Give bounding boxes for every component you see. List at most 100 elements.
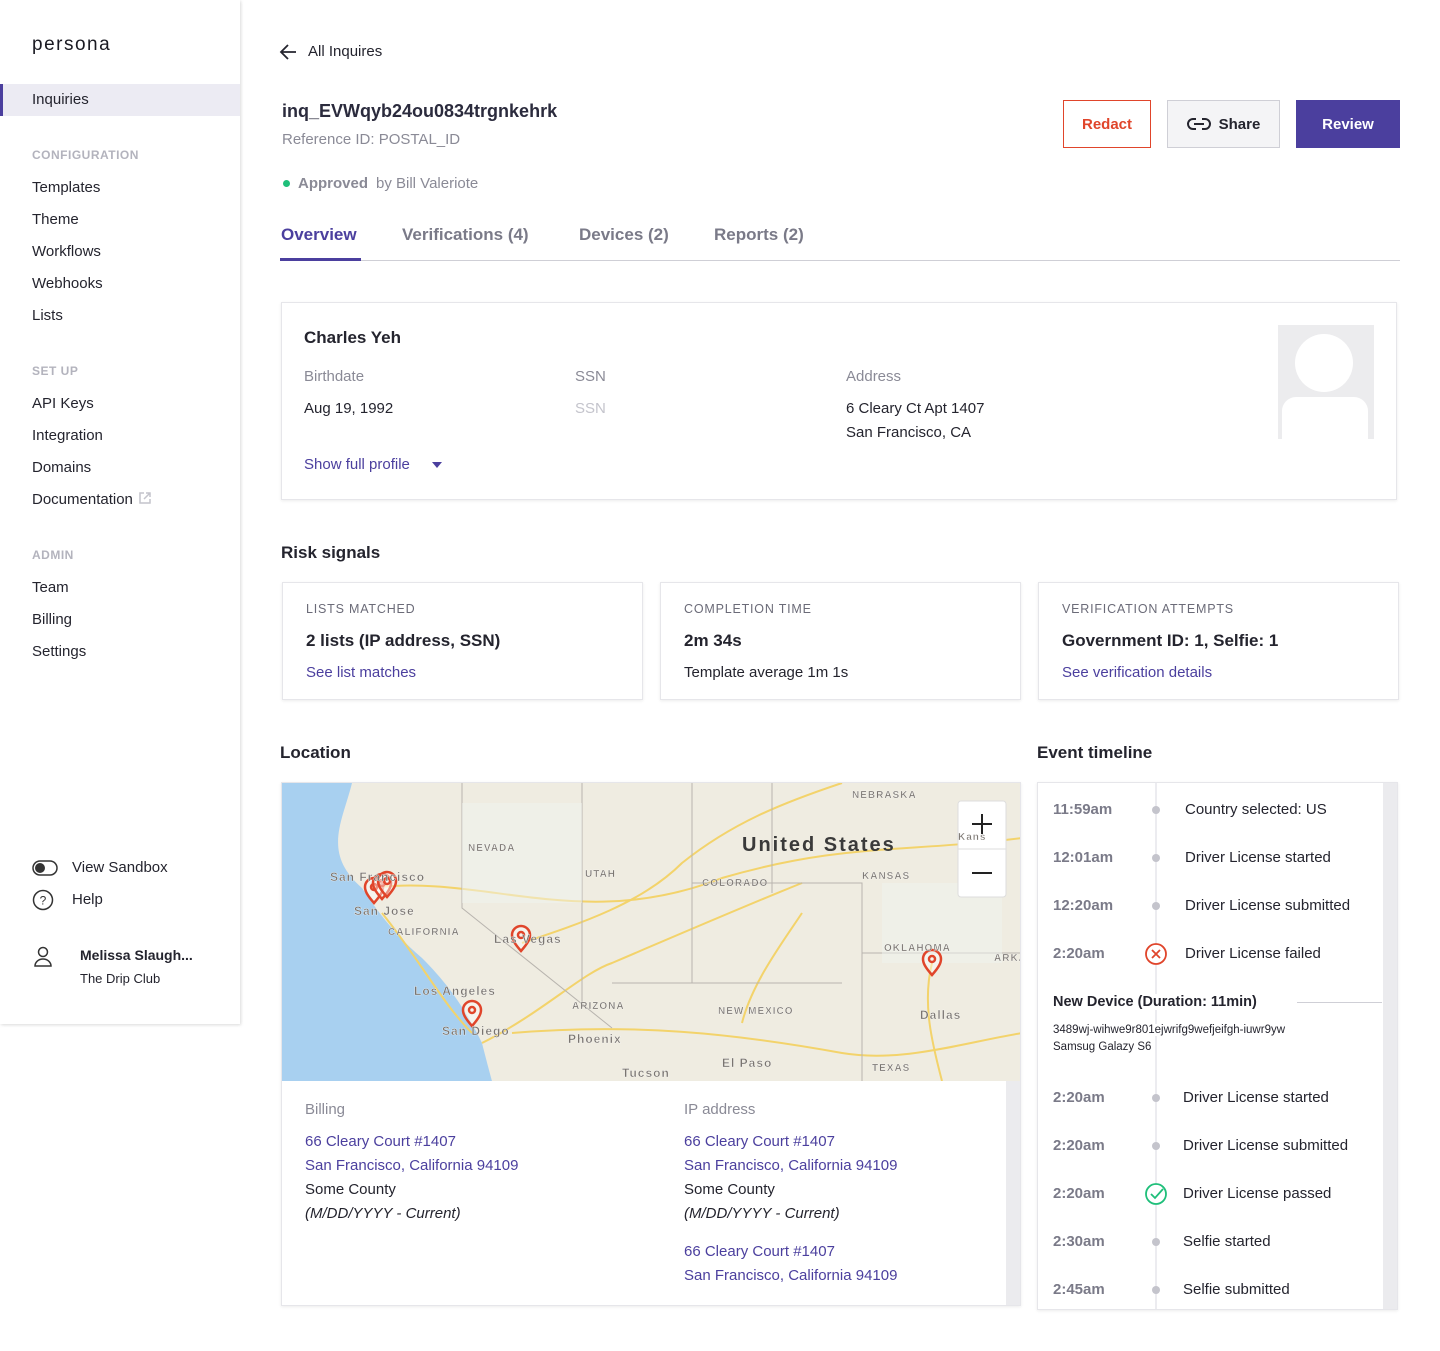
event-time: 2:20am: [1053, 945, 1105, 962]
toggle-icon[interactable]: [32, 860, 58, 876]
risk-card: COMPLETION TIME 2m 34s Template average 1m…: [660, 582, 1021, 700]
help-icon[interactable]: ?: [32, 889, 54, 911]
event-dot: [1152, 902, 1160, 910]
address-link[interactable]: 66 Cleary Court #1407: [684, 1243, 835, 1260]
county: Some County: [305, 1181, 396, 1198]
address-link[interactable]: San Francisco, California 94109: [684, 1157, 898, 1174]
risk-link[interactable]: See list matches: [306, 664, 417, 681]
event-time: 2:20am: [1053, 1185, 1105, 1202]
event-text: Driver License submitted: [1185, 897, 1351, 914]
period: (M/DD/YYYY - Current): [305, 1205, 461, 1222]
risk-value: Government ID: 1, Selfie: 1: [1062, 631, 1279, 650]
logo[interactable]: persona: [32, 34, 112, 55]
timeline-card: New Device (Duration: 11min) 3489wj-wihw…: [1037, 782, 1398, 1310]
event-text: Driver License started: [1183, 1089, 1329, 1106]
link-icon: [1186, 118, 1211, 130]
nav-item[interactable]: Theme: [32, 211, 79, 228]
device-title: New Device (Duration: 11min): [1053, 994, 1265, 1010]
address-link[interactable]: 66 Cleary Court #1407: [305, 1133, 456, 1150]
map-label: El Paso: [722, 1056, 772, 1070]
status: Approved: [298, 175, 369, 192]
profile-card: Charles Yeh Birthdate Aug 19, 1992 SSN S…: [281, 302, 1397, 500]
back-arrow[interactable]: [279, 43, 297, 61]
event-dot: [1152, 1094, 1160, 1102]
risk-label: VERIFICATION ATTEMPTS: [1062, 602, 1234, 616]
user-org: The Drip Club: [80, 971, 161, 986]
tab[interactable]: Overview: [281, 225, 357, 244]
nav-item[interactable]: API Keys: [32, 395, 94, 412]
event-time: 2:20am: [1053, 1137, 1105, 1154]
status-by: by Bill Valeriote: [376, 175, 479, 192]
map-label: San Jose: [354, 904, 415, 918]
nav-item[interactable]: Domains: [32, 459, 92, 476]
map-label: NEBRASKA: [852, 790, 917, 801]
share-button[interactable]: Share: [1167, 100, 1280, 148]
avatar: [1278, 325, 1374, 439]
field-value: 6 Cleary Ct Apt 1407: [846, 400, 985, 417]
event-text: Country selected: US: [1185, 801, 1327, 818]
back-link[interactable]: All Inquires: [308, 43, 383, 60]
event-text: Selfie submitted: [1183, 1281, 1290, 1298]
event-text: Driver License passed: [1183, 1185, 1332, 1202]
help-label[interactable]: Help: [72, 891, 103, 908]
event-time: 2:20am: [1053, 1089, 1105, 1106]
tab[interactable]: Reports (2): [714, 225, 804, 244]
nav-item[interactable]: Settings: [32, 643, 87, 660]
timeline-rail: [1155, 783, 1157, 1309]
event-text: Selfie started: [1183, 1233, 1271, 1250]
event-dot: [1152, 1142, 1160, 1150]
address-link[interactable]: San Francisco, California 94109: [305, 1157, 519, 1174]
event-text: Driver License started: [1185, 849, 1331, 866]
map[interactable]: NEBRASKA United States Kans NEVADA UTAH COLOR…: [282, 783, 1021, 1081]
field-value: San Francisco, CA: [846, 424, 972, 441]
caret: [432, 462, 442, 468]
scrollbar[interactable]: [1383, 783, 1397, 1309]
zoom-in[interactable]: [972, 814, 992, 834]
map-label: San Francisco: [330, 870, 425, 884]
section-title: Location: [280, 743, 351, 762]
nav-item[interactable]: Templates: [32, 179, 101, 196]
field-label: Address: [846, 368, 902, 385]
redact-button[interactable]: Redact: [1063, 100, 1151, 148]
address-link[interactable]: San Francisco, California 94109: [684, 1267, 898, 1284]
scrollbar[interactable]: [1006, 1081, 1020, 1305]
field-label: Birthdate: [304, 368, 365, 385]
event-dot: [1152, 806, 1160, 814]
risk-label: COMPLETION TIME: [684, 602, 812, 616]
map-label: ARIZONA: [572, 1001, 625, 1012]
nav-item[interactable]: Workflows: [32, 243, 101, 260]
map-label: San Diego: [442, 1024, 510, 1038]
nav-item[interactable]: Team: [32, 579, 69, 596]
nav-item[interactable]: Billing: [32, 611, 73, 628]
review-button[interactable]: Review: [1296, 100, 1400, 148]
tab[interactable]: Verifications (4): [402, 225, 529, 244]
field-value: Aug 19, 1992: [304, 400, 394, 417]
status-dot: [283, 180, 290, 187]
show-profile-link[interactable]: Show full profile: [304, 456, 410, 473]
user-name: Melissa Slaugh...: [80, 947, 193, 963]
event-time: 2:30am: [1053, 1233, 1105, 1250]
nav-item[interactable]: Lists: [32, 307, 63, 324]
device-id: 3489wj-wihwe9r801ejwrifg9wefjeifgh-iuwr9…: [1053, 1024, 1286, 1036]
tab[interactable]: Devices (2): [579, 225, 669, 244]
address-link[interactable]: 66 Cleary Court #1407: [684, 1133, 835, 1150]
nav-item[interactable]: Webhooks: [32, 275, 103, 292]
event-icon: [1145, 943, 1167, 965]
event-time: 12:01am: [1053, 849, 1114, 866]
risk-note: Template average 1m 1s: [684, 664, 849, 681]
nav-item[interactable]: Inquiries: [32, 91, 89, 108]
county: Some County: [684, 1181, 775, 1198]
risk-link[interactable]: See verification details: [1062, 664, 1213, 681]
event-time: 12:20am: [1053, 897, 1114, 914]
external-icon: [139, 492, 151, 504]
nav-item[interactable]: Integration: [32, 427, 103, 444]
risk-label: LISTS MATCHED: [306, 602, 416, 616]
map-label: NEW MEXICO: [718, 1006, 794, 1017]
sandbox-label[interactable]: View Sandbox: [72, 859, 168, 876]
tab-indicator: [280, 258, 361, 261]
external-icon-path: [139, 492, 151, 504]
nav-item[interactable]: Documentation: [32, 491, 152, 508]
event-icon-mark: [1151, 949, 1161, 959]
map-pin-dot: [927, 954, 937, 964]
